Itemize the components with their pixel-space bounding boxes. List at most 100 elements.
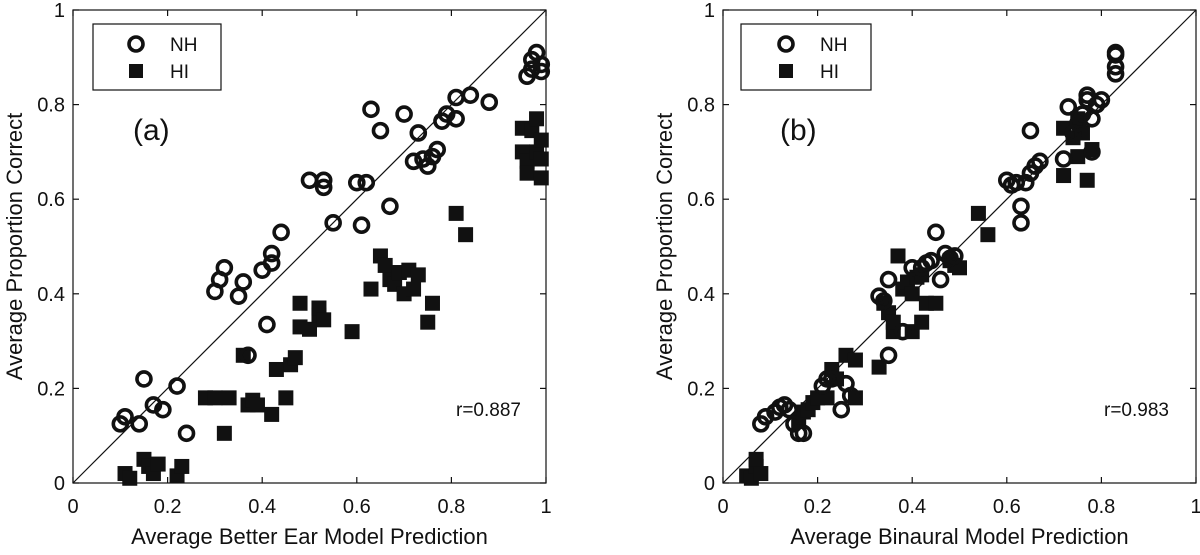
data-point-nh (875, 292, 893, 310)
data-point-nh (447, 88, 465, 107)
x-tick-label-b: 1 (1190, 496, 1200, 518)
data-point-nh (794, 424, 813, 443)
data-point-nh (1031, 152, 1049, 171)
data-point-hi (216, 425, 232, 441)
panel-a: 0 0.2 0.4 0.6 0.8 1 0 0.2 0.4 0.6 0.8 1 (a) r=0.887… (2, 0, 552, 549)
data-point-nh (1092, 91, 1111, 109)
y-tick-label-a: 0.4 (37, 284, 65, 306)
y-tick-label-a: 0 (54, 473, 65, 495)
y-tick-label-b: 0.4 (687, 284, 715, 306)
data-point-hi (533, 151, 549, 167)
correlation-annotation-a: r=0.887 (456, 400, 521, 421)
legend-marker-hi-a (129, 64, 143, 78)
y-tick-label-a: 0.8 (37, 95, 65, 117)
data-point-nh (1106, 57, 1125, 76)
data-point-nh (262, 244, 281, 263)
data-point-nh (314, 178, 333, 197)
data-point-hi (344, 324, 360, 340)
data-point-nh (832, 400, 851, 419)
data-point-nh (272, 223, 290, 242)
data-point-hi (122, 470, 138, 486)
data-point-hi (904, 286, 920, 302)
series-nh-a (111, 43, 551, 443)
y-axis-label-a: Average Proportion Correct (2, 113, 27, 380)
data-point-nh (523, 60, 541, 78)
data-point-hi (533, 170, 549, 186)
data-point-nh (262, 254, 281, 272)
data-point-nh (879, 346, 898, 365)
data-point-hi (980, 227, 996, 243)
data-point-hi (529, 111, 545, 127)
y-tick-label-b: 0.8 (687, 95, 715, 117)
data-point-nh (381, 197, 399, 216)
data-point-nh (352, 216, 371, 235)
legend-box-a (92, 23, 222, 91)
plot-frame-b (722, 9, 1197, 484)
data-point-nh (168, 377, 186, 395)
data-point-hi (287, 350, 303, 366)
data-point-nh (532, 62, 551, 81)
data-point-nh (428, 140, 447, 159)
data-point-hi (748, 451, 764, 467)
plot-frame-a (72, 9, 547, 484)
legend-box-b (740, 23, 872, 91)
data-point-hi (970, 205, 986, 221)
data-point-hi (1070, 149, 1086, 165)
x-tick-label-a: 0.4 (248, 496, 276, 518)
x-tick-label-a: 0 (67, 496, 78, 518)
data-point-hi (890, 248, 906, 264)
data-point-hi (249, 397, 265, 413)
data-point-nh (215, 258, 234, 277)
legend-entry-hi-a: HI (170, 62, 189, 83)
x-tick-label-b: 0.8 (1087, 496, 1115, 518)
panel-b: 0 0.2 0.4 0.6 0.8 1 0 0.2 0.4 0.6 0.8 1 (b) r=0.983… (652, 0, 1200, 549)
data-point-hi (406, 281, 422, 297)
data-point-nh (154, 400, 172, 419)
legend-a: NH HI (92, 23, 222, 91)
y-tick-label-b: 1 (704, 0, 715, 22)
legend-b: NH HI (740, 23, 872, 91)
data-point-hi (847, 352, 863, 368)
x-tick-label-a: 0.8 (437, 496, 465, 518)
data-point-hi (519, 165, 535, 181)
ticks-a: 0 0.2 0.4 0.6 0.8 1 0 0.2 0.4 0.6 0.8 1 (37, 0, 551, 518)
legend-entry-hi-b: HI (820, 62, 839, 83)
data-point-hi (302, 321, 317, 337)
data-point-hi (174, 458, 190, 474)
data-point-hi (264, 406, 280, 422)
x-tick-label-a: 0.6 (343, 496, 371, 518)
data-point-nh (893, 322, 912, 341)
data-point-nh (879, 270, 898, 289)
data-point-nh (347, 173, 366, 192)
data-point-hi (448, 205, 464, 221)
data-point-nh (931, 270, 950, 289)
data-point-hi (150, 456, 166, 472)
data-point-nh (1106, 65, 1125, 83)
data-point-nh (1021, 121, 1040, 140)
data-point-nh (841, 386, 860, 405)
x-axis-label-a: Average Better Ear Model Prediction (131, 524, 488, 549)
data-point-nh (314, 171, 333, 190)
x-tick-label-a: 0.2 (154, 496, 182, 518)
x-tick-label-b: 0.2 (804, 496, 832, 518)
data-point-hi (458, 227, 474, 243)
data-point-hi (221, 390, 237, 406)
data-point-hi (424, 295, 440, 311)
data-point-hi (363, 281, 379, 297)
data-point-nh (409, 124, 428, 142)
data-point-hi (871, 359, 887, 375)
data-point-nh (239, 346, 257, 365)
data-point-hi (311, 300, 327, 316)
series-nh-b (752, 43, 1125, 443)
x-tick-label-b: 0.4 (898, 496, 926, 518)
data-point-nh (447, 109, 465, 128)
y-tick-label-b: 0 (704, 473, 715, 495)
data-point-nh (135, 370, 153, 388)
data-point-nh (461, 86, 480, 104)
data-point-nh (130, 415, 149, 433)
x-axis-label-b: Average Binaural Model Prediction (790, 524, 1128, 549)
data-point-nh (371, 121, 390, 140)
data-point-hi (292, 295, 308, 311)
data-point-nh (234, 273, 253, 291)
data-point-hi (533, 132, 549, 148)
